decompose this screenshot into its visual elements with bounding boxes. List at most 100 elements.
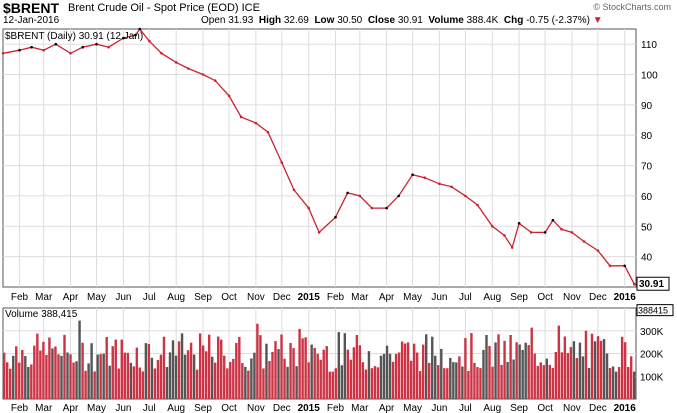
price-y-ticks: 40 50 60 70 80 90 100 110	[641, 40, 658, 263]
volume-bar	[195, 369, 199, 399]
volume-bar	[207, 334, 211, 399]
down-arrow-icon: ▼	[592, 15, 603, 26]
price-x-tick-label: Feb	[327, 292, 345, 303]
volume-bar	[244, 366, 247, 399]
volume-bar	[186, 350, 190, 399]
volume-bar	[171, 340, 175, 399]
volume-bar	[42, 341, 45, 399]
price-point	[450, 185, 453, 189]
price-point	[582, 240, 586, 243]
volume-bar	[364, 369, 368, 399]
volume-bar	[322, 349, 325, 399]
price-y-tick-label: 110	[641, 40, 657, 51]
price-point	[397, 194, 401, 198]
volume-bar	[120, 339, 123, 399]
price-y-tick-label: 70	[641, 162, 653, 173]
volume-bar	[51, 348, 54, 399]
volume-bar	[590, 333, 594, 399]
volume-bar	[461, 366, 464, 399]
volume-x-tick-label: Mar	[351, 403, 369, 413]
price-x-tick-label: Dec	[589, 292, 607, 303]
chg-label: Chg	[503, 15, 524, 26]
volume-bar	[473, 362, 476, 399]
price-point	[411, 173, 414, 176]
volume-bar	[301, 338, 304, 399]
volume-bar	[500, 364, 503, 399]
volume-bar	[168, 352, 172, 399]
price-point	[160, 52, 163, 55]
volume-bar	[512, 359, 515, 399]
volume-y-tick-label: 300K	[640, 327, 664, 338]
price-point	[148, 39, 151, 43]
volume-bar	[57, 354, 60, 399]
price-point	[107, 45, 110, 49]
price-point	[633, 282, 636, 286]
volume-bar	[397, 352, 401, 399]
volume-y-ticks: 100K 200K 300K	[640, 327, 664, 384]
volume-bar	[437, 365, 440, 399]
volume-bar	[198, 333, 202, 399]
volume-bar	[238, 336, 241, 399]
price-x-tick-label: Sep	[194, 292, 212, 303]
volume-bar	[394, 353, 398, 399]
price-point	[69, 52, 72, 55]
volume-bar	[515, 342, 518, 399]
volume-bar	[599, 340, 603, 399]
price-point	[138, 27, 142, 31]
price-y-tick-label: 60	[641, 192, 653, 203]
volume-bar	[358, 345, 362, 399]
volume-bar	[262, 368, 265, 399]
price-point	[358, 194, 362, 198]
volume-bar	[217, 336, 220, 399]
price-point	[134, 33, 137, 37]
volume-bar	[548, 364, 551, 399]
volume-bar	[566, 353, 570, 399]
volume-x-tick-label: Jun	[431, 403, 447, 413]
price-point	[551, 218, 555, 222]
price-point	[438, 182, 441, 186]
price-x-tick-label: Feb	[11, 292, 29, 303]
volume-bar	[177, 341, 181, 399]
price-point	[464, 194, 467, 198]
volume-bar	[271, 351, 274, 399]
price-x-tick-label: Jul	[143, 292, 156, 303]
price-point	[18, 48, 21, 52]
volume-x-tick-label: Apr	[63, 403, 79, 413]
volume-bar	[542, 365, 545, 399]
volume-bar	[434, 355, 437, 399]
price-legend: $BRENT (Daily) 30.91 (12 Jan)	[5, 31, 143, 42]
volume-bar	[382, 353, 386, 399]
volume-bar	[539, 362, 542, 399]
volume-x-tick-label: Dec	[589, 403, 607, 413]
volume-bar	[147, 344, 151, 399]
volume-bar	[602, 339, 606, 399]
volume-bar	[379, 355, 383, 399]
volume-bar	[298, 328, 301, 399]
volume-bar	[533, 353, 536, 399]
volume-bar	[214, 362, 217, 399]
volume-bar	[24, 356, 27, 399]
volume-bar	[620, 336, 624, 399]
volume-bar	[575, 358, 579, 399]
volume-bar	[319, 359, 322, 399]
price-point	[596, 249, 600, 252]
volume-bar	[60, 355, 63, 399]
volume-x-tick-label: 2016	[614, 403, 637, 413]
close-label: Close	[367, 15, 396, 26]
last-price-label: 30.91	[639, 279, 664, 290]
volume-bar	[409, 360, 413, 399]
volume-bar	[144, 343, 148, 399]
volume-bar	[376, 367, 380, 399]
volume-bar	[253, 352, 256, 399]
volume-bar	[403, 343, 407, 399]
volume-bar	[96, 354, 99, 399]
volume-bar	[545, 358, 548, 399]
volume-y-tick-label: 200K	[640, 350, 664, 361]
volume-bar	[69, 354, 72, 399]
volume-bar	[352, 347, 356, 399]
volume-bar	[467, 371, 470, 399]
volume-bar	[63, 334, 66, 399]
volume-bar	[527, 345, 530, 399]
volume-bar	[126, 352, 129, 399]
